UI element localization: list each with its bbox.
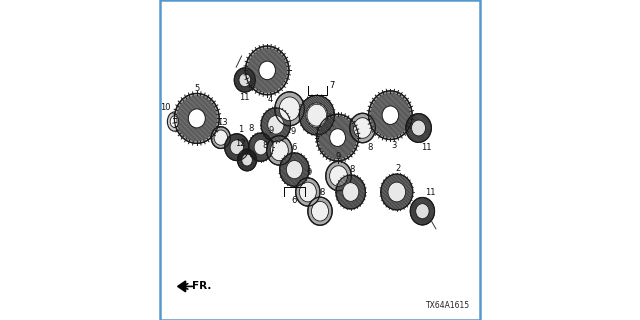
Text: 11: 11 — [425, 188, 436, 196]
Text: 8: 8 — [262, 141, 268, 150]
Text: 12: 12 — [236, 139, 246, 148]
Ellipse shape — [342, 183, 359, 201]
Text: 9: 9 — [336, 152, 341, 161]
Text: 10: 10 — [160, 103, 171, 112]
Text: 7: 7 — [314, 136, 319, 145]
Ellipse shape — [280, 153, 309, 186]
Text: 11: 11 — [239, 93, 250, 102]
Ellipse shape — [279, 97, 300, 121]
Text: 11: 11 — [421, 143, 432, 152]
Text: 5: 5 — [194, 84, 200, 92]
Ellipse shape — [246, 46, 289, 95]
Ellipse shape — [381, 174, 413, 210]
Ellipse shape — [261, 108, 291, 142]
Ellipse shape — [174, 93, 219, 143]
Ellipse shape — [388, 182, 406, 202]
Ellipse shape — [300, 182, 316, 202]
Ellipse shape — [170, 116, 179, 127]
Ellipse shape — [312, 201, 328, 221]
Text: 6: 6 — [292, 143, 297, 152]
Ellipse shape — [168, 112, 182, 131]
Text: 6: 6 — [291, 196, 296, 204]
Ellipse shape — [330, 129, 346, 147]
Text: 8: 8 — [248, 124, 254, 133]
Text: 2: 2 — [396, 164, 401, 173]
Text: 8: 8 — [319, 188, 324, 196]
Ellipse shape — [296, 178, 320, 206]
Ellipse shape — [271, 140, 288, 161]
Ellipse shape — [267, 136, 292, 165]
Ellipse shape — [406, 114, 431, 142]
Text: 3: 3 — [391, 141, 396, 150]
Ellipse shape — [307, 104, 326, 126]
Text: FR.: FR. — [192, 281, 211, 292]
Ellipse shape — [249, 133, 273, 161]
Ellipse shape — [242, 154, 252, 166]
Ellipse shape — [416, 204, 429, 219]
Ellipse shape — [214, 130, 228, 145]
Ellipse shape — [254, 140, 268, 155]
Text: 8: 8 — [368, 143, 373, 152]
Ellipse shape — [268, 116, 284, 134]
Text: 8: 8 — [349, 165, 355, 174]
Ellipse shape — [308, 197, 332, 225]
Polygon shape — [178, 281, 186, 292]
Ellipse shape — [225, 134, 249, 161]
Ellipse shape — [234, 68, 255, 92]
Text: 9: 9 — [269, 126, 274, 135]
Ellipse shape — [211, 127, 230, 148]
Ellipse shape — [300, 95, 335, 135]
Ellipse shape — [237, 149, 257, 171]
Ellipse shape — [382, 106, 399, 124]
Ellipse shape — [317, 114, 358, 161]
Ellipse shape — [354, 118, 371, 138]
Ellipse shape — [275, 92, 305, 126]
Text: 1: 1 — [238, 125, 243, 134]
Text: 13: 13 — [217, 118, 228, 127]
Text: TX64A1615: TX64A1615 — [426, 301, 470, 310]
Ellipse shape — [336, 175, 365, 209]
Ellipse shape — [412, 120, 426, 136]
Ellipse shape — [188, 109, 205, 128]
Ellipse shape — [330, 166, 348, 186]
Ellipse shape — [259, 61, 275, 80]
Ellipse shape — [410, 197, 435, 225]
Ellipse shape — [230, 140, 243, 155]
Ellipse shape — [239, 73, 251, 87]
Text: 9: 9 — [290, 127, 296, 136]
Text: 7: 7 — [330, 81, 335, 90]
Text: 4: 4 — [268, 95, 273, 104]
Ellipse shape — [369, 91, 412, 140]
Ellipse shape — [326, 161, 351, 191]
Text: 9: 9 — [307, 168, 312, 177]
Ellipse shape — [286, 160, 303, 179]
Ellipse shape — [349, 113, 375, 143]
Ellipse shape — [306, 103, 328, 127]
